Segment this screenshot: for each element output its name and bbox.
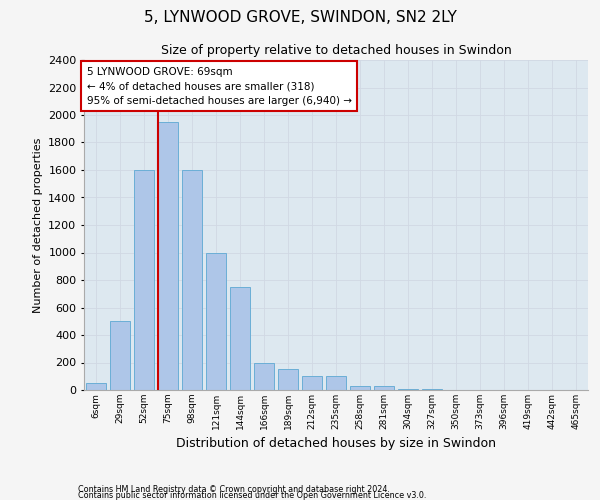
Bar [206,252,226,390]
Bar [158,122,178,390]
X-axis label: Distribution of detached houses by size in Swindon: Distribution of detached houses by size … [176,438,496,450]
Bar [302,376,322,390]
Bar [350,386,370,390]
Title: Size of property relative to detached houses in Swindon: Size of property relative to detached ho… [161,44,511,58]
Text: 5, LYNWOOD GROVE, SWINDON, SN2 2LY: 5, LYNWOOD GROVE, SWINDON, SN2 2LY [143,10,457,25]
Bar [278,370,298,390]
Bar [374,386,394,390]
Bar [326,376,346,390]
Bar [110,322,130,390]
Bar [86,383,106,390]
Text: Contains public sector information licensed under the Open Government Licence v3: Contains public sector information licen… [78,491,427,500]
Bar [398,388,418,390]
Bar [254,362,274,390]
Bar [422,388,442,390]
Text: Contains HM Land Registry data © Crown copyright and database right 2024.: Contains HM Land Registry data © Crown c… [78,484,390,494]
Bar [182,170,202,390]
Text: 5 LYNWOOD GROVE: 69sqm
← 4% of detached houses are smaller (318)
95% of semi-det: 5 LYNWOOD GROVE: 69sqm ← 4% of detached … [86,66,352,106]
Bar [230,287,250,390]
Bar [134,170,154,390]
Y-axis label: Number of detached properties: Number of detached properties [32,138,43,312]
